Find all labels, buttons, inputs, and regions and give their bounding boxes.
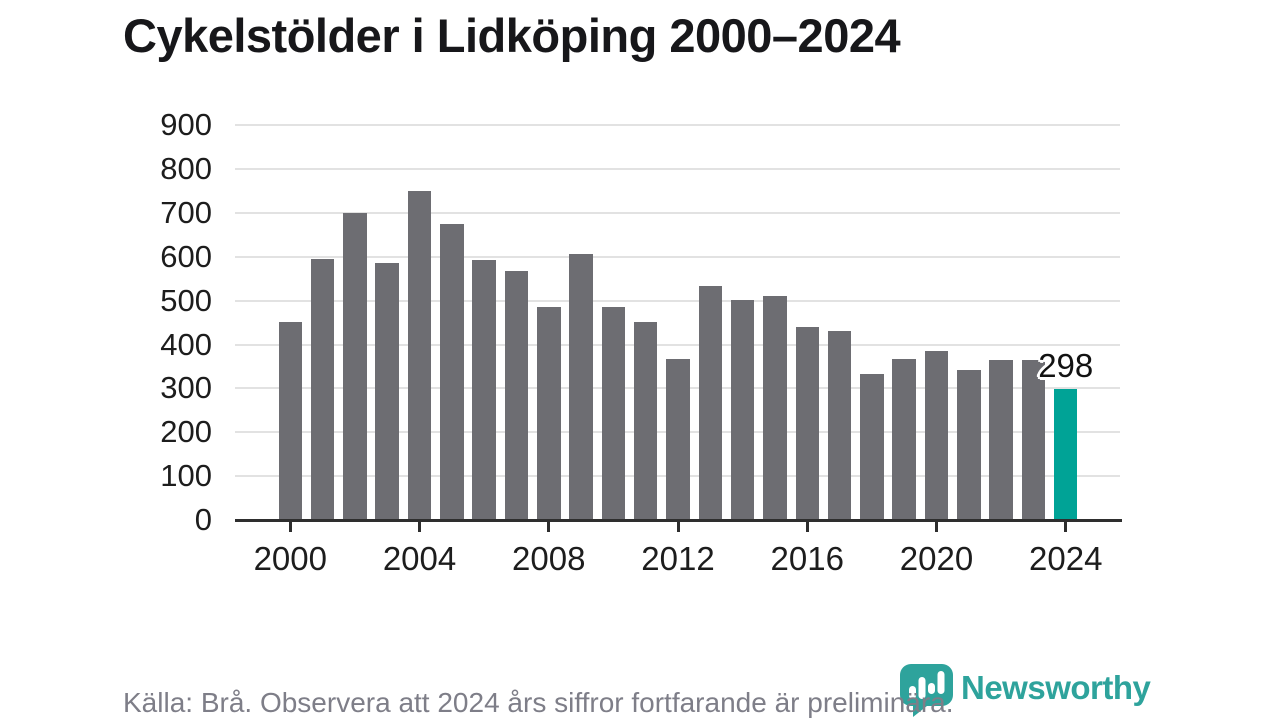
x-axis-label-2008: 2008	[512, 540, 586, 577]
bar-2019	[892, 358, 916, 520]
x-axis-line	[235, 519, 1122, 522]
bar-2001	[310, 258, 335, 520]
bar-2002	[343, 212, 367, 520]
x-axis-label-2000: 2000	[253, 540, 327, 577]
gridline-500	[235, 299, 1120, 302]
x-axis-label-2012: 2012	[641, 540, 715, 577]
bar-2012	[666, 358, 690, 520]
x-axis-label-2024: 2024	[1029, 540, 1103, 577]
bar-2010	[601, 306, 626, 520]
y-axis-label-600: 600	[160, 238, 212, 274]
bar-2017	[827, 331, 852, 520]
bar-2011	[633, 322, 658, 520]
bar-2014	[730, 300, 755, 520]
y-axis-label-100: 100	[160, 458, 212, 494]
x-axis-tick-2020	[935, 522, 938, 532]
y-axis-label-0: 0	[194, 502, 212, 537]
gridline-400	[235, 343, 1120, 346]
bar-2005	[440, 223, 464, 520]
page-title: Cykelstölder i Lidköping 2000–2024	[123, 9, 901, 62]
y-axis-label-900: 900	[160, 107, 212, 143]
x-axis-label-2020: 2020	[899, 540, 974, 577]
bar-2008	[537, 306, 561, 520]
bar-2009	[569, 254, 593, 520]
bar-2015	[763, 295, 787, 520]
bar-2004	[407, 191, 432, 520]
y-axis-label-700: 700	[160, 195, 212, 231]
bar-2020	[924, 351, 949, 520]
source-note: Källa: Brå. Observera att 2024 års siffr…	[123, 687, 954, 718]
x-axis-tick-2008	[547, 522, 551, 532]
x-axis-tick-2024	[1064, 522, 1068, 532]
highlighted-bar-2024	[1053, 389, 1078, 520]
y-axis-label-300: 300	[160, 370, 212, 406]
gridline-900	[235, 124, 1120, 127]
bar-2021	[957, 369, 981, 520]
bar-2023	[1021, 360, 1046, 520]
newsworthy-logo: Newsworthy	[898, 662, 1151, 719]
bar-2022	[989, 359, 1013, 520]
y-axis-label-500: 500	[160, 282, 212, 318]
bar-value-label: 298	[1038, 347, 1094, 385]
x-axis-tick-2000	[288, 522, 292, 532]
gridline-800	[235, 168, 1120, 171]
y-axis-label-800: 800	[160, 151, 212, 187]
gridline-700	[235, 212, 1120, 215]
x-axis-tick-2016	[805, 522, 809, 532]
bar-2013	[698, 286, 723, 520]
x-axis-tick-2004	[418, 522, 422, 532]
bar-2016	[795, 326, 819, 520]
newsworthy-wordmark: Newsworthy	[961, 669, 1151, 706]
x-axis-tick-2012	[676, 522, 680, 532]
bar-2003	[375, 262, 399, 520]
y-axis-label-400: 400	[160, 326, 212, 362]
x-axis-label-2004: 2004	[382, 540, 457, 577]
bar-2018	[860, 374, 884, 520]
bar-2006	[472, 260, 496, 520]
x-axis-label-2016: 2016	[770, 540, 844, 577]
y-axis-label-200: 200	[160, 414, 212, 450]
newsworthy-logo-icon	[900, 664, 953, 717]
bar-2007	[504, 271, 529, 520]
gridline-600	[235, 255, 1120, 258]
bar-2000	[278, 322, 303, 520]
